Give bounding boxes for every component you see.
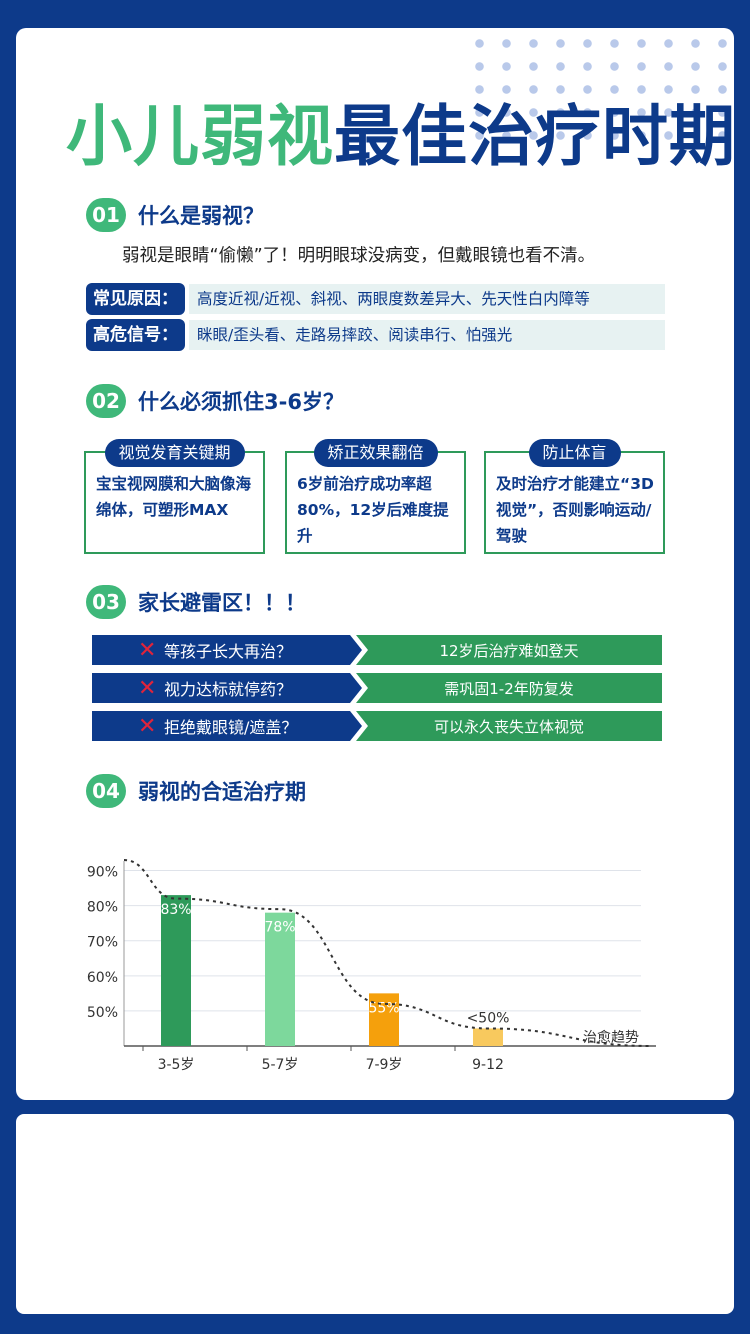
pitfall-question: ✕ 拒绝戴眼镜/遮盖？ xyxy=(92,711,362,741)
amblyopia-definition: 弱视是眼睛“偷懒”了！明明眼球没病变，但戴眼镜也看不清。 xyxy=(122,246,596,266)
y-tick-label: 50% xyxy=(87,1005,118,1021)
section-number-badge: 01 xyxy=(86,198,126,232)
pitfall-question: ✕ 等孩子长大再治？ xyxy=(92,635,362,665)
reason-box-heading: 视觉发育关键期 xyxy=(104,439,245,467)
signals-text: 眯眼/歪头看、走路易摔跤、阅读串行、怕强光 xyxy=(189,320,665,350)
trend-label: 治愈趋势 xyxy=(583,1030,639,1046)
cross-icon: ✕ xyxy=(138,637,157,663)
reason-box-3: 防止体盲 及时治疗才能建立“3D视觉”，否则影响运动/驾驶 xyxy=(484,439,665,554)
section-2-header: 02 什么必须抓住3-6岁？ xyxy=(86,384,344,418)
causes-text: 高度近视/近视、斜视、两眼度数差异大、先天性白内障等 xyxy=(189,284,665,314)
section-number-badge: 04 xyxy=(86,774,126,808)
x-tick-label: 3-5岁 xyxy=(158,1057,195,1073)
y-tick-label: 80% xyxy=(87,900,118,916)
treatment-period-chart: 50% 60% 70% 80% 90% 3-5岁 83% 5-7岁 78% 7-9岁 55% 9-12… xyxy=(87,859,656,1073)
reason-box-2: 矫正效果翻倍 6岁前治疗成功率超80%，12岁后难度提升 xyxy=(285,439,466,554)
title-green-part: 小儿弱视 xyxy=(66,98,334,175)
reason-box-heading: 矫正效果翻倍 xyxy=(313,439,438,467)
section-title: 什么必须抓住3-6岁？ xyxy=(138,390,344,414)
x-tick-label: 9-12 xyxy=(472,1057,504,1073)
dot-pattern-decoration xyxy=(464,28,734,148)
reason-box-body: 宝宝视网膜和大脑像海绵体，可塑形MAX xyxy=(96,475,252,519)
y-tick-label: 60% xyxy=(87,970,118,986)
pitfall-answer: 需巩固1-2年防复发 xyxy=(356,673,662,703)
section-number-badge: 02 xyxy=(86,384,126,418)
data-label: 55% xyxy=(368,1000,399,1016)
reason-box-body: 6岁前治疗成功率超80%，12岁后难度提升 xyxy=(297,475,449,545)
section-title: 弱视的合适治疗期 xyxy=(138,780,306,804)
pitfall-answer: 可以永久丧失立体视觉 xyxy=(356,711,662,741)
data-label: 83% xyxy=(160,902,191,918)
section-number-badge: 03 xyxy=(86,585,126,619)
pitfall-row-3: ✕ 拒绝戴眼镜/遮盖？ 可以永久丧失立体视觉 xyxy=(92,711,662,741)
reason-box-body: 及时治疗才能建立“3D视觉”，否则影响运动/驾驶 xyxy=(496,475,654,545)
bar xyxy=(161,895,191,1046)
pitfall-answer: 12岁后治疗难如登天 xyxy=(356,635,662,665)
warning-signals-row: 高危信号： 眯眼/歪头看、走路易摔跤、阅读串行、怕强光 xyxy=(86,319,665,351)
cross-icon: ✕ xyxy=(138,713,157,739)
section-title: 家长避雷区！！！ xyxy=(138,591,306,615)
signals-tag: 高危信号： xyxy=(86,319,185,351)
section-1-header: 01 什么是弱视？ xyxy=(86,198,264,232)
bar xyxy=(473,1028,503,1046)
content-card: 小儿弱视最佳治疗时期 01 什么是弱视？ 弱视是眼睛“偷懒”了！明明眼球没病变，… xyxy=(16,28,734,1100)
bar xyxy=(265,912,295,1046)
cross-icon: ✕ xyxy=(138,675,157,701)
x-tick-label: 5-7岁 xyxy=(262,1057,299,1073)
y-tick-label: 90% xyxy=(87,865,118,881)
x-tick-label: 7-9岁 xyxy=(366,1057,403,1073)
y-tick-label: 70% xyxy=(87,935,118,951)
data-label: 78% xyxy=(264,920,295,936)
reason-box-heading: 防止体盲 xyxy=(528,439,621,467)
blank-card xyxy=(16,1114,734,1314)
pitfall-row-2: ✕ 视力达标就停药？ 需巩固1-2年防复发 xyxy=(92,673,662,703)
section-3-header: 03 家长避雷区！！！ xyxy=(86,585,306,619)
page-title: 小儿弱视最佳治疗时期 xyxy=(66,83,734,179)
pitfall-question-text: 视力达标就停药？ xyxy=(164,680,293,699)
section-4-header: 04 弱视的合适治疗期 xyxy=(86,774,306,808)
causes-tag: 常见原因： xyxy=(86,283,185,315)
pitfall-row-1: ✕ 等孩子长大再治？ 12岁后治疗难如登天 xyxy=(92,635,662,665)
pitfall-question-text: 拒绝戴眼镜/遮盖？ xyxy=(164,718,298,737)
pitfall-question: ✕ 视力达标就停药？ xyxy=(92,673,362,703)
data-label: <50% xyxy=(467,1010,510,1026)
section-title: 什么是弱视？ xyxy=(138,204,264,228)
reason-box-1: 视觉发育关键期 宝宝视网膜和大脑像海绵体，可塑形MAX xyxy=(84,439,265,554)
title-blue-part: 最佳治疗时期 xyxy=(334,98,734,175)
pitfall-question-text: 等孩子长大再治？ xyxy=(164,642,293,661)
trend-line xyxy=(123,859,652,1047)
common-causes-row: 常见原因： 高度近视/近视、斜视、两眼度数差异大、先天性白内障等 xyxy=(86,283,665,315)
